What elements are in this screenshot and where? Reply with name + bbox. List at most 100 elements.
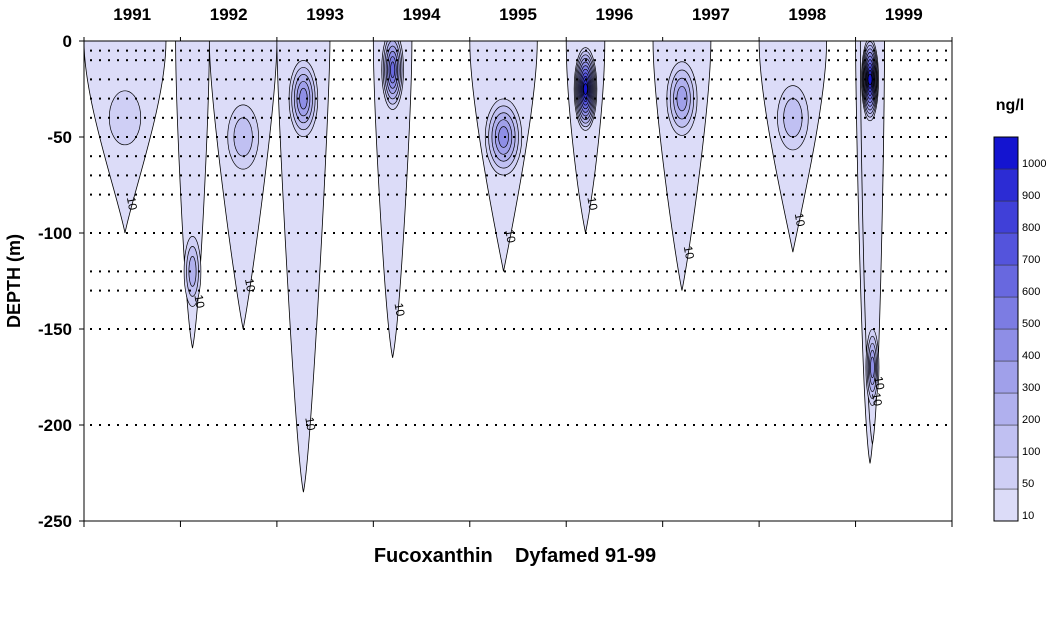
sample-point [765, 97, 767, 100]
sample-point [225, 328, 227, 330]
sample-point [351, 78, 353, 81]
sample-point [369, 232, 371, 234]
contour-value-label: 10 [191, 294, 207, 310]
sample-point [405, 78, 407, 81]
sample-point [603, 136, 605, 138]
sample-point [162, 116, 164, 119]
sample-point [243, 136, 245, 138]
sample-point [459, 78, 461, 81]
sample-point [207, 49, 209, 52]
sample-point [711, 155, 713, 158]
sample-point [576, 270, 578, 273]
sample-point [333, 49, 335, 52]
sample-point [117, 193, 119, 196]
sample-point [882, 174, 884, 177]
sample-point [135, 289, 137, 292]
sample-point [621, 59, 623, 62]
sample-point [495, 193, 497, 196]
sample-point [540, 78, 542, 81]
sample-point [180, 155, 182, 158]
sample-point [927, 59, 929, 62]
sample-point [342, 174, 344, 177]
sample-point [225, 116, 227, 119]
sample-point [873, 49, 875, 52]
sample-point [189, 136, 191, 138]
sample-point [513, 270, 515, 273]
sample-point [189, 289, 191, 292]
sample-point [567, 289, 569, 292]
sample-point [684, 424, 686, 426]
sample-point [792, 193, 794, 196]
sample-point [531, 232, 533, 234]
sample-point [639, 49, 641, 52]
sample-point [414, 155, 416, 158]
sample-point [423, 193, 425, 196]
plot-border [83, 40, 953, 522]
sample-point [810, 97, 812, 100]
sample-point [603, 97, 605, 100]
sample-point [288, 116, 290, 119]
sample-point [162, 193, 164, 196]
sample-point [819, 97, 821, 100]
sample-point [801, 424, 803, 426]
sample-point [846, 289, 848, 292]
sample-point [621, 97, 623, 100]
sample-point [927, 155, 929, 158]
sample-point [765, 78, 767, 81]
sample-point [126, 424, 128, 426]
sample-point [216, 193, 218, 196]
sample-point [945, 49, 947, 52]
sample-point [621, 78, 623, 81]
sample-point [207, 97, 209, 100]
sample-point [639, 289, 641, 292]
sample-point [918, 174, 920, 177]
sample-point [756, 97, 758, 100]
sample-point [801, 232, 803, 234]
sample-point [576, 116, 578, 119]
sample-point [378, 116, 380, 119]
sample-point [765, 289, 767, 292]
sample-point [216, 78, 218, 81]
sample-point [126, 193, 128, 196]
sample-point [243, 328, 245, 330]
sample-point [216, 232, 218, 234]
sample-point [144, 136, 146, 138]
sample-point [729, 289, 731, 292]
sample-point [207, 424, 209, 426]
sample-point [540, 193, 542, 196]
sample-point [738, 155, 740, 158]
sample-point [234, 78, 236, 81]
sample-point [927, 328, 929, 330]
sample-point [540, 289, 542, 292]
sample-point [684, 232, 686, 234]
sample-point [99, 136, 101, 138]
sample-point [720, 59, 722, 62]
colorbar-swatch [993, 392, 1019, 426]
sample-point [315, 232, 317, 234]
sample-point [657, 424, 659, 426]
sample-point [855, 289, 857, 292]
sample-point [720, 174, 722, 177]
sample-point [207, 270, 209, 273]
sample-point [666, 328, 668, 330]
sample-point [306, 424, 308, 426]
sample-point [531, 78, 533, 81]
sample-point [909, 155, 911, 158]
sample-point [135, 78, 137, 81]
sample-point [936, 289, 938, 292]
sample-point [846, 136, 848, 138]
sample-point [342, 97, 344, 100]
sample-point [693, 116, 695, 119]
sample-point [693, 289, 695, 292]
sample-point [270, 289, 272, 292]
sample-point [747, 328, 749, 330]
sample-point [252, 78, 254, 81]
sample-point [351, 49, 353, 52]
year-label: 1993 [306, 5, 344, 24]
sample-point [90, 424, 92, 426]
sample-point [297, 424, 299, 426]
sample-point [783, 232, 785, 234]
sample-point [171, 270, 173, 273]
sample-point [342, 270, 344, 273]
